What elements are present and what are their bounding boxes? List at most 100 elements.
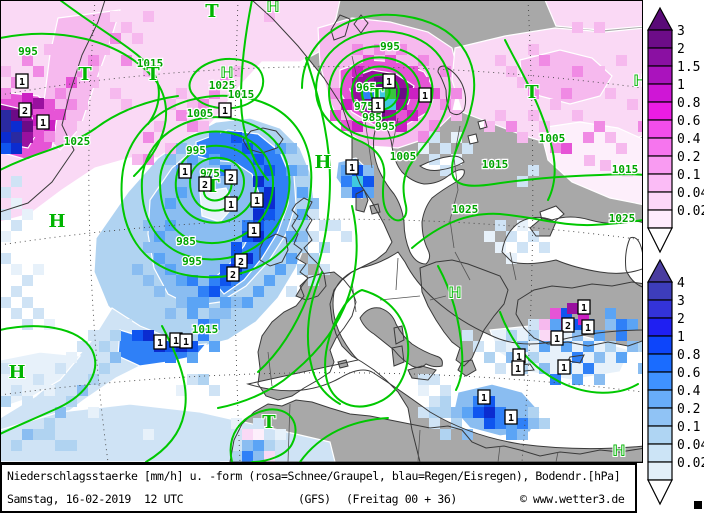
precip-cell xyxy=(253,451,264,462)
precip-cell xyxy=(55,109,66,120)
rain-scale-box xyxy=(647,317,673,337)
maxima-value: 1 xyxy=(422,91,428,102)
isobar-line xyxy=(306,271,341,405)
precip-cell xyxy=(528,407,539,418)
precip-cell xyxy=(528,44,539,55)
precip-cell xyxy=(572,352,583,363)
precip-cell xyxy=(622,166,633,177)
precip-cell xyxy=(429,418,440,429)
maxima-value: 1 xyxy=(157,338,163,349)
precip-cell xyxy=(33,308,44,319)
precip-cell xyxy=(440,407,451,418)
precip-cell xyxy=(99,341,110,352)
precip-cell xyxy=(616,319,627,330)
maxima-box xyxy=(477,389,491,405)
rain-scale-box xyxy=(647,443,673,463)
precip-cell xyxy=(484,121,495,132)
precip-cell xyxy=(506,66,517,77)
precip-cell xyxy=(540,330,551,341)
coastline-sardinia xyxy=(391,345,405,367)
precip-cell xyxy=(11,110,22,121)
coastline-balearics xyxy=(337,359,349,369)
precip-cell xyxy=(363,99,374,110)
precip-cell xyxy=(110,264,121,275)
precip-cell xyxy=(605,308,616,319)
precip-cell xyxy=(66,33,77,44)
precip-cell xyxy=(121,429,132,440)
precip-cell xyxy=(22,93,33,104)
precip-cell xyxy=(550,142,561,153)
precip-cell xyxy=(22,429,33,440)
maxima-value: 1 xyxy=(182,167,188,178)
precip-cell xyxy=(319,242,330,253)
precip-cell xyxy=(297,440,308,451)
precip-cell xyxy=(473,407,484,418)
precip-cell xyxy=(517,429,528,440)
precip-cell xyxy=(44,131,55,142)
precip-cell xyxy=(286,286,297,297)
precip-cell xyxy=(561,308,572,319)
country-border xyxy=(351,281,357,313)
precip-cell xyxy=(55,55,66,66)
precip-cell xyxy=(66,429,77,440)
precip-cell xyxy=(396,121,407,132)
precip-cell xyxy=(187,352,198,363)
precip-cell xyxy=(165,264,176,275)
rain-scale-label: 2 xyxy=(677,312,685,327)
precip-cell xyxy=(253,154,264,165)
maxima-box xyxy=(511,360,525,376)
snow-scale-bottom-arrow xyxy=(647,227,673,254)
precip-cell xyxy=(561,88,572,99)
snow-scale-label: 0.8 xyxy=(677,96,700,111)
precip-cell xyxy=(550,319,561,330)
precip-cell xyxy=(594,330,605,341)
precip-cell xyxy=(231,66,242,77)
precip-cell xyxy=(638,121,643,132)
precip-cell xyxy=(363,176,374,187)
precip-cell xyxy=(341,120,352,131)
map-frame xyxy=(0,0,643,463)
precip-cell xyxy=(418,55,429,66)
precip-cell xyxy=(374,110,385,121)
rain-scale-label: 1 xyxy=(677,330,685,345)
maxima-value: 1 xyxy=(183,337,189,348)
precip-cell xyxy=(44,429,55,440)
precip-cell xyxy=(517,176,528,187)
precip-cell xyxy=(121,286,132,297)
rain-scale-label: 4 xyxy=(677,276,685,291)
maxima-value: 1 xyxy=(581,303,587,314)
precip-cell xyxy=(198,297,209,308)
precip-cell xyxy=(506,396,517,407)
maxima-box xyxy=(179,333,193,349)
pressure-label: 1015 xyxy=(482,158,509,171)
maxima-box xyxy=(18,102,32,118)
high-center-symbol: ℍ xyxy=(266,0,280,16)
precip-cell xyxy=(11,121,22,132)
graticule-line xyxy=(88,0,109,463)
maxima-box xyxy=(198,176,212,192)
isobar-line xyxy=(437,265,464,391)
precip-cell xyxy=(506,352,517,363)
precip-cell xyxy=(143,176,154,187)
precip-cell xyxy=(198,330,209,341)
precip-cell xyxy=(33,264,44,275)
precip-cell xyxy=(143,242,154,253)
pressure-label: 985 xyxy=(176,235,196,248)
precip-cell xyxy=(495,418,506,429)
maxima-value: 1 xyxy=(228,200,234,211)
precip-cell xyxy=(154,286,165,297)
precip-cell xyxy=(11,286,22,297)
precip-cell xyxy=(165,440,176,451)
precip-cell xyxy=(330,88,341,99)
precip-cell xyxy=(275,0,286,11)
precip-cell xyxy=(539,363,550,374)
precip-cell xyxy=(440,143,451,154)
precip-cell xyxy=(594,374,605,385)
precip-cell xyxy=(396,88,407,99)
precip-cell xyxy=(99,110,110,121)
country-border xyxy=(395,257,399,291)
precip-cell xyxy=(462,429,473,440)
precip-cell xyxy=(572,319,583,330)
precip-cell xyxy=(495,363,506,374)
corner-mark xyxy=(694,501,702,509)
